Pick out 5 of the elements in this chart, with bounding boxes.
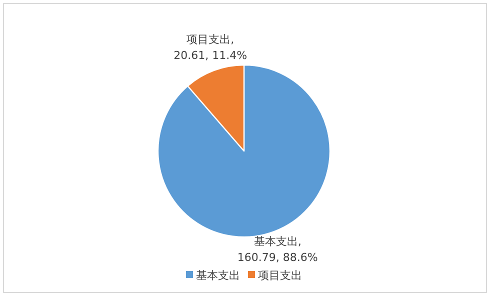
legend-label: 项目支出 bbox=[258, 269, 302, 282]
pie-slice bbox=[158, 64, 331, 238]
data-label: 项目支出, 20.61, 11.4% bbox=[174, 32, 248, 62]
legend-label: 基本支出 bbox=[196, 269, 240, 282]
data-label: 基本支出, 160.79, 88.6% bbox=[237, 235, 318, 264]
